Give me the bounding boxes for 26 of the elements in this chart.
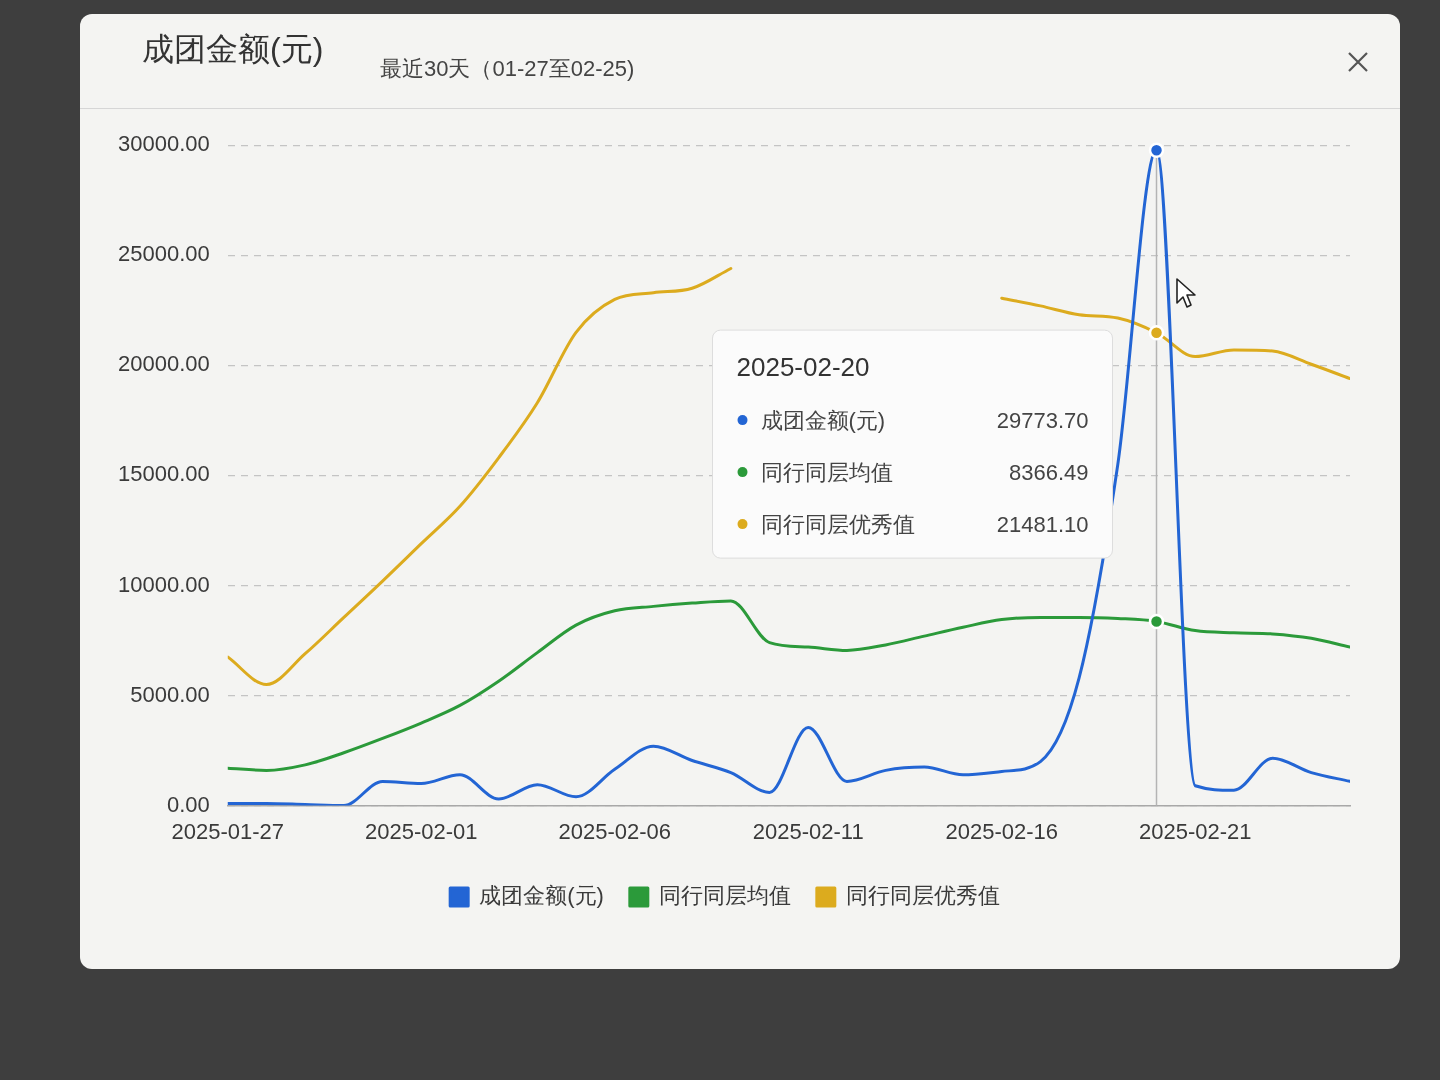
y-tick-label: 20000.00 xyxy=(117,351,210,377)
annotation: 21481.10 xyxy=(996,512,1089,538)
chart-subtitle: 最近30天（01-27至02-25) xyxy=(380,55,635,83)
y-tick-label: 25000.00 xyxy=(117,241,210,267)
x-tick-label: 2025-02-16 xyxy=(945,818,1058,844)
text: 成团金额(元) xyxy=(479,883,604,909)
y-tick-label: 10000.00 xyxy=(117,571,210,597)
annotation: 2025-02-20 xyxy=(736,352,870,383)
line-series xyxy=(227,599,1350,772)
y-tick-label: 15000.00 xyxy=(117,461,210,487)
legend-label: 同行同层优秀值 xyxy=(760,512,915,538)
text: 同行同层优秀值 xyxy=(845,883,1000,909)
x-tick-label: 2025-02-01 xyxy=(364,818,478,844)
text: 同行同层均值 xyxy=(760,460,893,486)
x-tick-label: 2025-02-21 xyxy=(1138,818,1252,844)
y-tick-label: 5000.00 xyxy=(130,681,210,707)
annotation: 8366.49 xyxy=(1008,460,1089,486)
y-tick-label: 30000.00 xyxy=(117,131,210,157)
x-tick-label: 2025-01-27 xyxy=(171,818,285,844)
legend-label: 成团金额(元) xyxy=(760,408,886,434)
y-tick-label: 0.00 xyxy=(166,791,210,817)
chart-title: 成团金额(元) xyxy=(142,30,324,69)
x-tick-label: 2025-02-11 xyxy=(752,818,864,844)
legend-label: 同行同层均值 xyxy=(658,883,791,909)
x-tick-label: 2025-02-06 xyxy=(558,818,672,844)
annotation: 29773.70 xyxy=(996,408,1089,434)
